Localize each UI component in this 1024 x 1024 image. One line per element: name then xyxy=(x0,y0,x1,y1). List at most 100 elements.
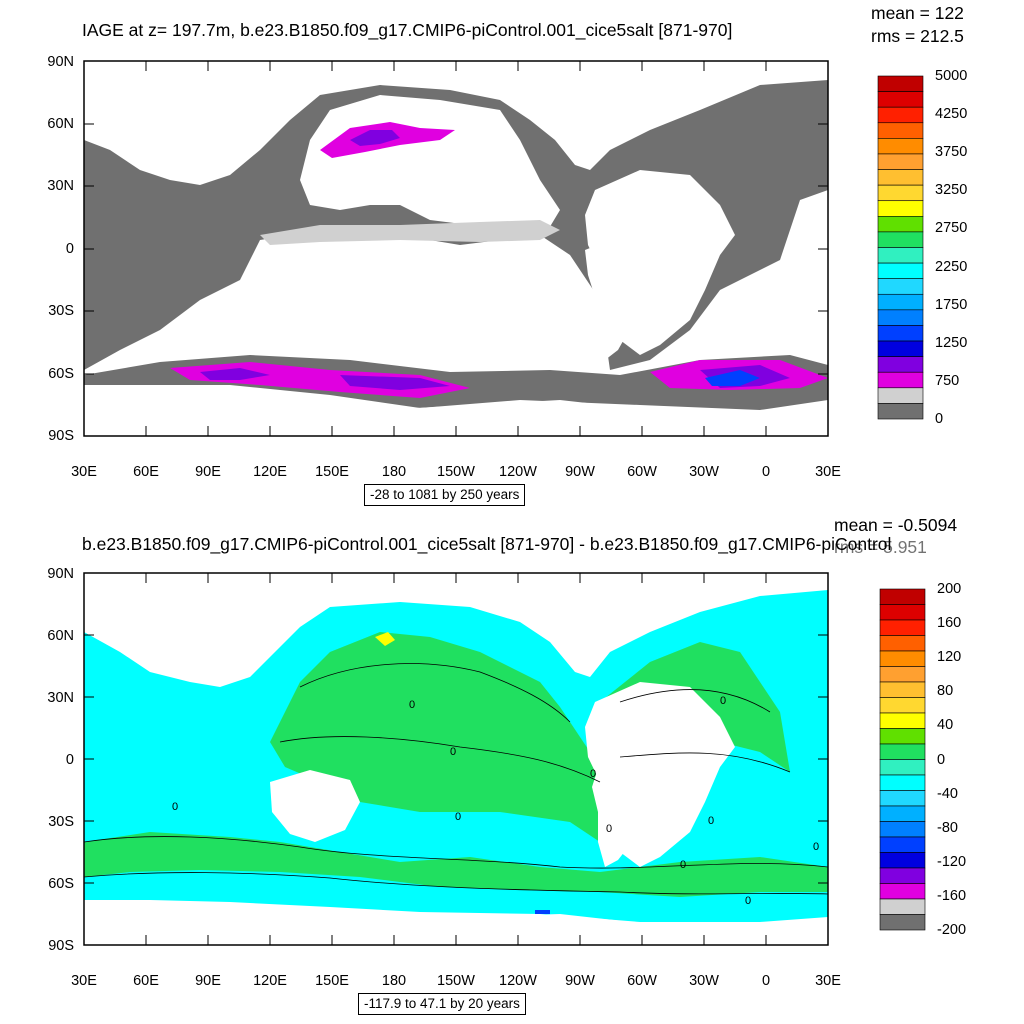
bottom-map-plot: 0 0 0 0 0 0 0 0 0 0 0 xyxy=(83,572,926,946)
bottom-colorbar-label: 40 xyxy=(937,717,954,734)
bottom-colorbar-swatch xyxy=(879,666,926,683)
top-y-label-30n: 30N xyxy=(47,178,74,194)
bottom-colorbar-swatch xyxy=(879,635,926,652)
bottom-y-label-0: 0 xyxy=(65,752,74,768)
bottom-contour-lines xyxy=(83,663,829,895)
top-colorbar-swatch xyxy=(877,371,924,389)
top-x-label: 120E xyxy=(253,464,287,480)
top-y-label-60n: 60N xyxy=(47,116,74,132)
bottom-colorbar-swatch xyxy=(879,650,926,667)
bottom-contour-label: 0 xyxy=(450,746,456,758)
top-x-tick-marks xyxy=(83,61,829,436)
top-colorbar-label: 1750 xyxy=(935,296,968,313)
bottom-colorbar-label: 200 xyxy=(937,581,962,597)
bottom-colorbar-swatch xyxy=(879,883,926,900)
top-y-label-60s: 60S xyxy=(48,366,74,382)
bottom-contour-label: 0 xyxy=(708,815,714,827)
bottom-range-caption: -117.9 to 47.1 by 20 years xyxy=(358,993,526,1015)
bottom-contour-label: 0 xyxy=(409,699,415,711)
bottom-colorbar-label: 0 xyxy=(937,751,946,768)
bottom-x-label: 0 xyxy=(761,973,771,989)
bottom-colorbar-swatch xyxy=(879,914,926,931)
bottom-colorbar-swatch xyxy=(879,604,926,621)
bottom-colorbar-swatch xyxy=(879,619,926,636)
bottom-x-label: 90E xyxy=(195,973,221,989)
bottom-x-label: 150W xyxy=(437,973,475,989)
top-colorbar-swatch xyxy=(877,216,924,233)
top-x-label: 60E xyxy=(133,464,159,480)
top-map-panel: IAGE at z= 197.7m, b.e23.B1850.f09_g17.C… xyxy=(47,3,968,506)
bottom-x-label: 60W xyxy=(627,973,657,989)
top-y-label-30s: 30S xyxy=(48,303,74,319)
top-colorbar-swatch xyxy=(877,293,924,311)
bottom-land-australia xyxy=(270,770,360,842)
bottom-x-label: 90W xyxy=(565,973,595,989)
top-patch-north-pacific-core xyxy=(350,130,400,146)
top-x-label: 0 xyxy=(761,464,771,480)
bottom-x-label: 120E xyxy=(253,973,287,989)
bottom-colorbar-label: 80 xyxy=(937,683,954,700)
top-x-label: 30E xyxy=(815,464,841,480)
top-x-label: 180 xyxy=(381,464,407,480)
top-patch-weddell-core xyxy=(705,370,760,386)
top-colorbar-swatch xyxy=(877,200,924,217)
top-x-label: 120W xyxy=(499,464,537,480)
bottom-colorbar-swatch xyxy=(879,697,926,714)
top-mean-stat: mean = 122 xyxy=(871,3,964,23)
bottom-x-label: 180 xyxy=(381,973,407,989)
top-y-tick-marks xyxy=(84,60,828,437)
bottom-y-label-60s: 60S xyxy=(48,876,74,892)
top-rms-stat: rms = 212.5 xyxy=(871,26,964,46)
bottom-contour-label: 0 xyxy=(172,801,178,813)
bottom-x-tick-marks xyxy=(83,573,829,945)
top-colorbar-swatch xyxy=(877,247,924,264)
top-y-label-90s: 90S xyxy=(48,428,74,444)
bottom-colorbar-swatch xyxy=(879,588,926,605)
bottom-y-label-30n: 30N xyxy=(47,690,74,706)
bottom-contour-label: 0 xyxy=(720,695,726,707)
top-map-plot xyxy=(83,60,924,437)
bottom-colorbar-label: -200 xyxy=(937,922,967,938)
top-x-label: 150E xyxy=(315,464,349,480)
top-colorbar-swatch xyxy=(877,340,924,357)
bottom-feature-north-pacific xyxy=(375,632,395,646)
bottom-y-label-30s: 30S xyxy=(48,814,74,830)
top-range-caption: -28 to 1081 by 250 years xyxy=(364,484,526,506)
top-colorbar-label: 0 xyxy=(935,411,944,427)
bottom-contour-label: 0 xyxy=(590,768,596,780)
top-land-australia xyxy=(270,258,360,330)
bottom-y-tick-marks xyxy=(84,572,828,946)
bottom-colorbar-swatch xyxy=(879,712,926,729)
bottom-rms-stat: rms = 5.951 xyxy=(834,537,927,557)
bottom-feature-south-pacific-trough xyxy=(535,910,550,914)
top-colorbar-label: 1250 xyxy=(935,334,968,351)
bottom-colorbar-swatch xyxy=(879,774,926,791)
bottom-colorbar xyxy=(879,588,926,931)
bottom-mean-stat: mean = -0.5094 xyxy=(834,515,958,535)
top-x-label: 60W xyxy=(627,464,657,480)
top-colorbar-swatch xyxy=(877,325,924,342)
top-patch-southern-ocean xyxy=(170,360,828,398)
top-colorbar-swatch xyxy=(877,231,924,248)
top-colorbar-swatch xyxy=(877,153,924,170)
bottom-colorbar-swatch xyxy=(879,852,926,869)
top-map-title: IAGE at z= 197.7m, b.e23.B1850.f09_g17.C… xyxy=(82,20,733,40)
bottom-colorbar-label: -80 xyxy=(937,819,958,836)
top-land-southamerica xyxy=(585,240,655,360)
top-x-label: 90E xyxy=(195,464,221,480)
bottom-contour-label: 0 xyxy=(455,811,461,823)
top-colorbar-label: 3750 xyxy=(935,144,968,161)
bottom-land-asia xyxy=(84,575,828,687)
bottom-colorbar-swatch xyxy=(879,836,926,853)
top-colorbar-swatch xyxy=(877,262,924,279)
bottom-x-label: 30E xyxy=(815,973,841,989)
bottom-x-label: 60E xyxy=(133,973,159,989)
bottom-map-title: b.e23.B1850.f09_g17.CMIP6-piControl.001_… xyxy=(82,534,892,554)
top-colorbar-label: 2250 xyxy=(935,258,968,275)
bottom-colorbar-label: -120 xyxy=(937,853,967,870)
top-colorbar-swatch xyxy=(877,138,924,155)
top-x-label: 30W xyxy=(689,464,719,480)
top-young-water-band xyxy=(260,220,560,245)
bottom-colorbar-swatch xyxy=(879,790,926,807)
top-colorbar-swatch xyxy=(877,169,924,186)
